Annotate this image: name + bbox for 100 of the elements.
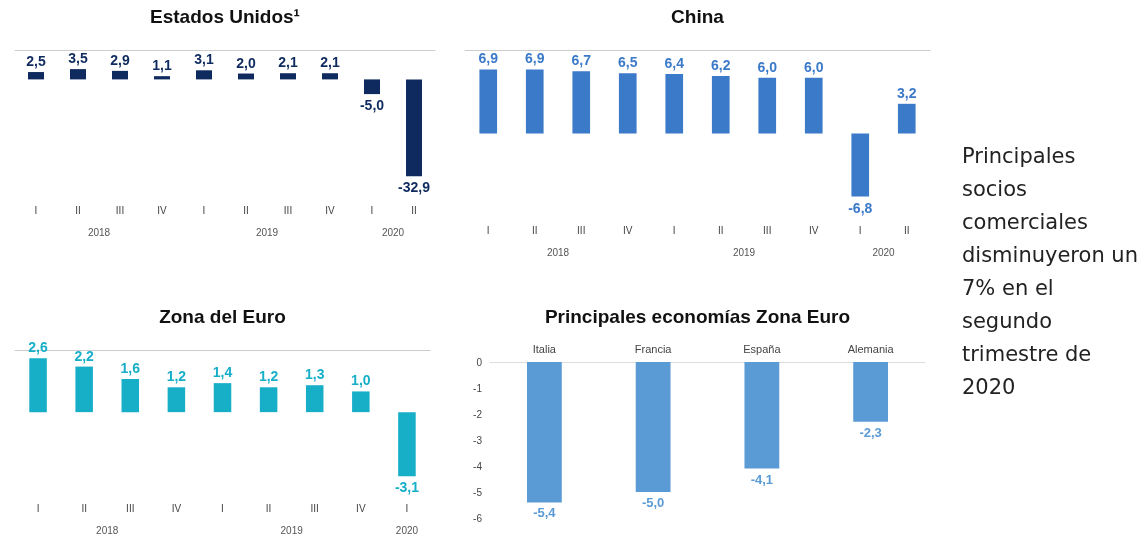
text: 2019 <box>280 524 304 536</box>
bar <box>280 73 296 80</box>
data-label: -5,0 <box>359 97 385 114</box>
y-tick-label: -3 <box>473 434 483 446</box>
data-label: 1,4 <box>212 364 233 381</box>
x-tick-label: IV <box>171 502 182 514</box>
x-tick-label: IV <box>623 224 633 236</box>
bar <box>352 391 370 413</box>
bar <box>525 69 544 134</box>
chart-title: Zona del Euro <box>159 306 286 327</box>
text: Principales socios comerciales disminuyeron un 7% en el segundo trimestre de 2020 <box>962 143 1139 401</box>
text: 2018 <box>96 524 119 536</box>
data-label: 1,2 <box>166 368 187 385</box>
data-label: 2,6 <box>28 339 48 356</box>
y-tick-label: 0 <box>476 356 483 368</box>
bar <box>75 366 93 413</box>
data-label: -5,0 <box>641 495 665 510</box>
x-tick-label: II <box>903 224 910 236</box>
bar <box>29 358 47 413</box>
data-label: -5,4 <box>533 505 557 521</box>
chart-title: China <box>671 6 725 27</box>
x-tick-label: II <box>531 224 538 236</box>
x-tick-label: I <box>672 224 676 236</box>
text: 2019 <box>255 226 279 238</box>
data-label: 6,7 <box>571 52 592 69</box>
data-label: 1,6 <box>120 360 141 376</box>
x-tick-label: II <box>411 204 417 216</box>
x-tick-label: I <box>858 224 862 236</box>
x-tick-label: IV <box>356 502 366 514</box>
x-tick-label: IV <box>809 224 819 236</box>
bar <box>364 79 380 95</box>
bar <box>70 69 86 80</box>
bar <box>665 74 684 134</box>
x-tick-label: II <box>717 224 724 236</box>
data-label: -3,1 <box>394 479 420 496</box>
data-label: -32,9 <box>398 179 431 196</box>
bar <box>167 387 186 413</box>
text: 2020 <box>395 524 419 536</box>
data-label: 3,5 <box>68 50 88 67</box>
x-tick-label: Francia <box>634 342 673 355</box>
x-tick-label: II <box>81 502 87 514</box>
y-tick-label: -5 <box>473 486 483 498</box>
x-tick-label: España <box>743 342 782 355</box>
data-label: -4,1 <box>750 471 774 487</box>
bar <box>804 77 823 134</box>
bar <box>851 133 870 197</box>
data-label: 2,9 <box>110 51 130 68</box>
data-label: 1,2 <box>258 368 279 385</box>
data-label: 3,2 <box>897 84 917 101</box>
data-label: 1,0 <box>351 372 371 389</box>
y-tick-label: -4 <box>473 460 483 472</box>
data-label: 6,9 <box>525 50 545 67</box>
x-tick-label: I <box>36 502 40 514</box>
bar <box>398 412 416 477</box>
y-tick-label: -6 <box>473 512 483 524</box>
data-label: 2,0 <box>236 54 256 71</box>
x-tick-label: II <box>75 204 81 216</box>
x-tick-label: III <box>577 224 586 236</box>
bar <box>572 71 591 134</box>
x-tick-label: I <box>405 502 409 514</box>
x-tick-label: III <box>763 224 772 236</box>
x-tick-label: III <box>283 204 293 216</box>
data-label: 3,1 <box>194 51 214 68</box>
text: 2020 <box>381 226 405 238</box>
data-label: 6,0 <box>757 58 778 75</box>
bar <box>121 379 140 413</box>
x-tick-label: III <box>126 502 135 514</box>
chart-title: Principales economías Zona Euro <box>544 306 851 327</box>
data-label: 6,0 <box>804 58 824 75</box>
bar <box>154 76 170 80</box>
bar <box>112 70 128 80</box>
bar <box>196 70 212 80</box>
bar <box>406 79 422 177</box>
x-tick-label: I <box>202 204 206 216</box>
x-tick-label: III <box>310 502 319 514</box>
bar <box>758 77 777 134</box>
chart-title: Estados Unidos¹ <box>150 6 300 27</box>
bar <box>711 75 730 134</box>
data-label: 1,3 <box>304 366 325 383</box>
x-tick-label: Alemania <box>847 342 895 355</box>
data-label: 6,2 <box>711 56 731 73</box>
x-tick-label: IV <box>157 204 168 216</box>
bar <box>479 69 498 134</box>
x-tick-label: I <box>221 502 224 514</box>
data-label: 6,4 <box>664 55 685 72</box>
bar <box>213 383 232 413</box>
x-tick-label: II <box>265 502 272 514</box>
data-label: -2,3 <box>859 424 882 440</box>
data-label: 6,5 <box>618 54 638 71</box>
bar <box>28 72 44 80</box>
x-tick-label: IV <box>325 204 336 216</box>
y-tick-label: -1 <box>473 382 483 394</box>
data-label: 2,2 <box>74 347 95 364</box>
data-label: 2,1 <box>278 54 298 71</box>
bar <box>618 73 637 134</box>
bar <box>322 73 338 80</box>
bar <box>897 103 916 134</box>
text: 2019 <box>732 246 756 258</box>
x-tick-label: I <box>34 204 38 216</box>
data-label: 2,5 <box>26 53 46 70</box>
